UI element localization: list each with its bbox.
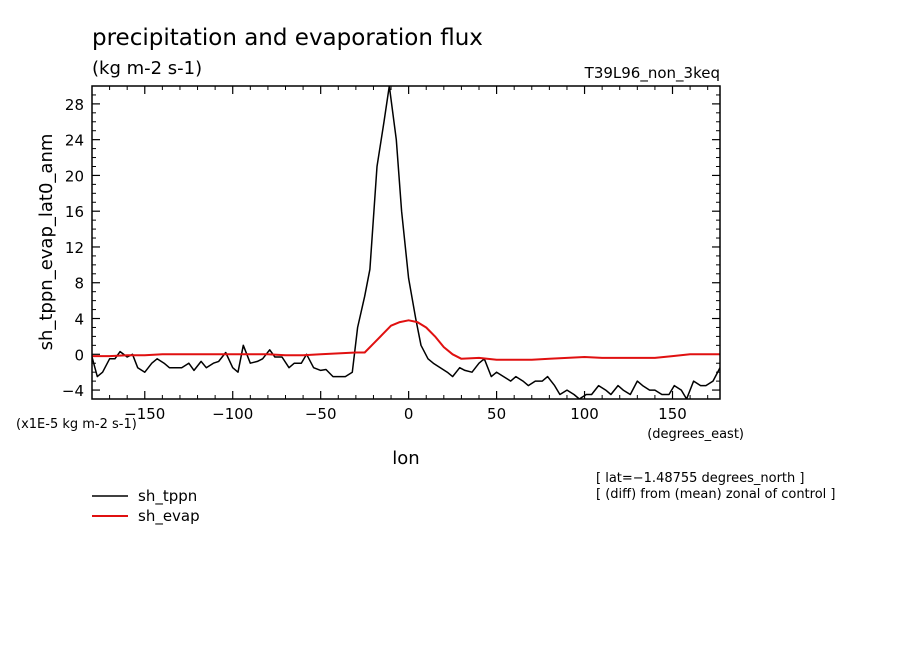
chart-title: precipitation and evaporation flux — [92, 25, 483, 51]
y-tick-label: 28 — [65, 96, 84, 114]
x-tick-label: 50 — [487, 405, 506, 423]
legend-label-sh-evap: sh_evap — [138, 507, 200, 526]
chart-subtitle: (kg m-2 s-1) — [92, 58, 202, 79]
legend-label-sh-tppn: sh_tppn — [138, 487, 197, 506]
y-tick-label: 12 — [65, 239, 84, 257]
y-axis-label: sh_tppn_evap_lat0_anm — [36, 134, 57, 351]
y-tick-label: −4 — [62, 382, 84, 400]
y-tick-label: 16 — [65, 203, 84, 221]
plot-area: −4 0 4 8 12 16 20 24 28 −150 −100 −50 0 50 100 150 — [62, 85, 720, 423]
series-line-sh-tppn — [92, 86, 720, 399]
y-tick-label: 20 — [65, 167, 84, 185]
plot-frame — [91, 85, 721, 400]
x-tick-label: 150 — [658, 405, 687, 423]
y-tick-label: 4 — [74, 311, 84, 329]
x-tick-label: −50 — [305, 405, 337, 423]
y-tick-label: 24 — [65, 132, 84, 150]
note-diff: [ (diff) from (mean) zonal of control ] — [596, 487, 835, 502]
experiment-label: T39L96_non_3keq — [584, 64, 720, 83]
x-tick-label: 0 — [404, 405, 414, 423]
x-units: (degrees_east) — [647, 427, 744, 442]
y-tick-label: 8 — [74, 275, 84, 293]
x-axis-label: lon — [392, 448, 419, 469]
x-tick-label: −100 — [212, 405, 253, 423]
series-line-sh-evap — [92, 319, 720, 361]
y-units-note: (x1E-5 kg m-2 s-1) — [16, 417, 137, 432]
x-tick-label: −150 — [124, 405, 165, 423]
x-tick-label: 100 — [570, 405, 599, 423]
note-lat: [ lat=−1.48755 degrees_north ] — [596, 471, 804, 486]
legend: sh_tppn sh_evap — [92, 487, 200, 526]
y-tick-label: 0 — [74, 346, 84, 364]
